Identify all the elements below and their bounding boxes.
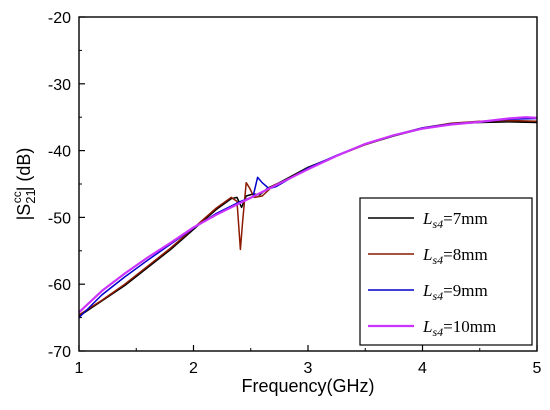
x-tick-label: 3 bbox=[304, 360, 313, 377]
x-tick-label: 2 bbox=[189, 360, 198, 377]
y-axis-title-sub: 21 bbox=[23, 189, 38, 203]
x-axis-title: Frequency(GHz) bbox=[241, 376, 374, 396]
legend-value: =10mm bbox=[443, 317, 496, 336]
legend-var: L bbox=[422, 281, 432, 300]
y-tick-label: -60 bbox=[48, 277, 71, 294]
y-axis-title-suffix: | (dB) bbox=[14, 148, 34, 192]
legend-var: L bbox=[422, 245, 432, 264]
legend-box bbox=[359, 197, 533, 346]
legend-sub: s4 bbox=[432, 325, 443, 339]
x-tick-label: 5 bbox=[533, 360, 542, 377]
legend-value: =8mm bbox=[443, 245, 488, 264]
y-tick-label: -30 bbox=[48, 77, 71, 94]
legend-label: Ls4=8mm bbox=[422, 245, 488, 267]
x-tick-label: 4 bbox=[418, 360, 427, 377]
legend-sub: s4 bbox=[432, 217, 443, 231]
y-tick-label: -40 bbox=[48, 144, 71, 161]
y-tick-label: -20 bbox=[48, 10, 71, 27]
legend-value: =9mm bbox=[443, 281, 488, 300]
legend-label: Ls4=7mm bbox=[422, 209, 488, 231]
series-line bbox=[78, 116, 538, 314]
series-layer bbox=[78, 116, 538, 319]
legend-sub: s4 bbox=[432, 289, 443, 303]
plot-frame bbox=[78, 16, 538, 352]
y-axis-title: |S21cc| (dB) bbox=[10, 148, 38, 221]
y-axis-title-prefix: |S bbox=[14, 204, 34, 221]
axis-ticks: 1 2 3 4 5 -70 -60 -50 -40 -30 -20 bbox=[48, 10, 542, 377]
legend-var: L bbox=[422, 209, 432, 228]
legend-var: L bbox=[422, 317, 432, 336]
x-tick-label: 1 bbox=[75, 360, 84, 377]
y-axis-title-text: |S21cc| (dB) bbox=[10, 148, 38, 221]
y-tick-label: -50 bbox=[48, 210, 71, 227]
legend-value: =7mm bbox=[443, 209, 488, 228]
y-tick-label: -70 bbox=[48, 344, 71, 361]
legend-label: Ls4=9mm bbox=[422, 281, 488, 303]
legend-sub: s4 bbox=[432, 253, 443, 267]
legend-label: Ls4=10mm bbox=[422, 317, 496, 339]
y-axis-title-sup: cc bbox=[10, 191, 24, 203]
